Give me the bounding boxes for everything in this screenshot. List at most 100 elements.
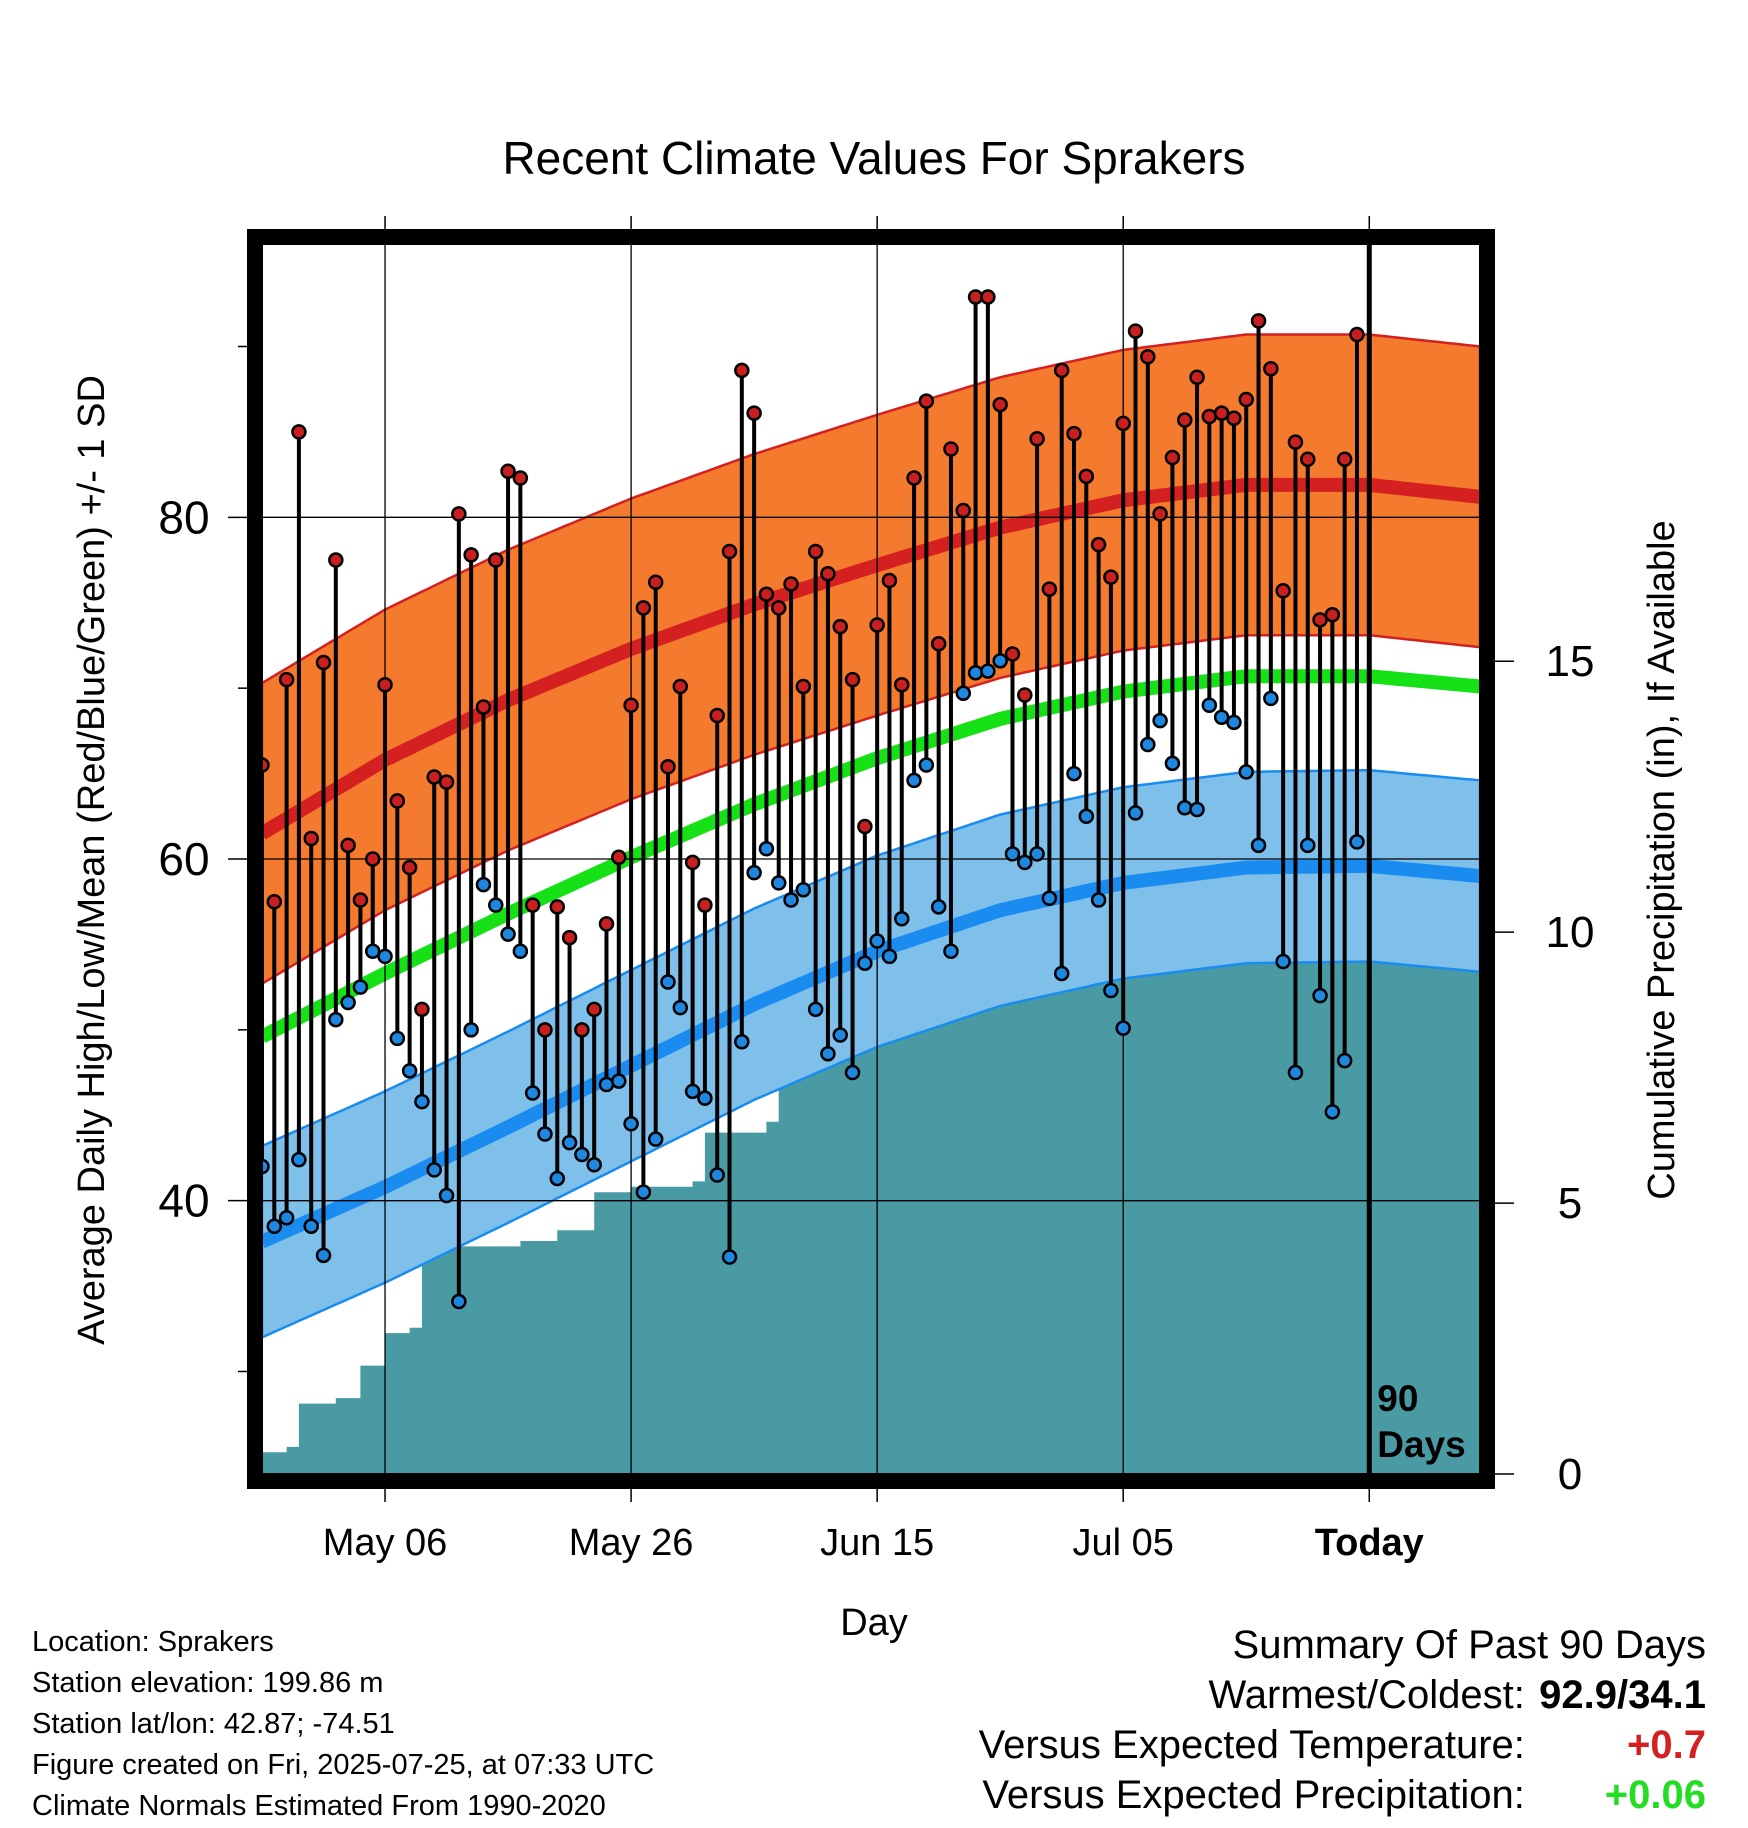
daily-low-point bbox=[451, 1293, 467, 1310]
daily-high-point bbox=[1213, 405, 1230, 421]
daily-high-point bbox=[512, 470, 529, 486]
daily-high-point bbox=[697, 897, 713, 913]
daily-high-point bbox=[1115, 415, 1131, 432]
daily-high-point bbox=[328, 552, 344, 568]
daily-high-point bbox=[820, 565, 836, 582]
daily-low-point bbox=[488, 897, 504, 913]
daily-high-point bbox=[524, 897, 541, 913]
daily-low-point bbox=[930, 899, 947, 915]
normal-mean-line bbox=[258, 669, 1481, 1043]
daily-high-point bbox=[1275, 583, 1291, 599]
daily-high-point bbox=[561, 929, 578, 946]
daily-low-point bbox=[1226, 714, 1242, 731]
daily-high-point bbox=[278, 671, 295, 688]
daily-low-point bbox=[524, 1085, 541, 1101]
daily-high-point bbox=[549, 899, 566, 915]
daily-low-point bbox=[660, 974, 676, 990]
location-text: Location: Sprakers bbox=[32, 1626, 274, 1658]
daily-low-point bbox=[598, 1076, 615, 1093]
daily-high-point bbox=[1090, 536, 1107, 553]
temp-value: +0.7 bbox=[1627, 1723, 1706, 1767]
x-tick-label: May 26 bbox=[569, 1522, 694, 1564]
daily-low-point bbox=[758, 841, 775, 857]
today-label: 90 Days bbox=[1377, 1378, 1465, 1465]
warmest-row: Warmest/Coldest: 92.9/34.1 bbox=[979, 1670, 1707, 1720]
daily-low-point bbox=[611, 1073, 627, 1089]
daily-high-point bbox=[1176, 412, 1193, 428]
daily-low-point bbox=[1312, 987, 1328, 1004]
daily-low-point bbox=[401, 1063, 418, 1079]
daily-low-point bbox=[1078, 808, 1095, 825]
daily-low-point bbox=[906, 772, 922, 789]
daily-low-point bbox=[1176, 800, 1193, 816]
y-tick-label-right: 15 bbox=[1546, 637, 1595, 686]
daily-low-point bbox=[770, 875, 787, 891]
daily-low-point bbox=[623, 1116, 639, 1132]
precip-row: Versus Expected Precipitation: +0.06 bbox=[979, 1770, 1706, 1820]
daily-low-point bbox=[1041, 890, 1058, 907]
daily-low-point bbox=[1201, 697, 1218, 713]
daily-high-point bbox=[1312, 612, 1328, 628]
y-tick-label-right: 10 bbox=[1546, 908, 1595, 957]
daily-low-point bbox=[377, 948, 393, 965]
daily-high-point bbox=[807, 543, 824, 560]
daily-high-point bbox=[758, 586, 775, 602]
y-axis-title-left: Average Daily High/Low/Mean (Red/Blue/Gr… bbox=[71, 375, 113, 1345]
temp-label: Versus Expected Temperature: bbox=[978, 1723, 1525, 1767]
daily-high-point bbox=[1226, 410, 1242, 426]
daily-low-point bbox=[389, 1030, 406, 1047]
daily-high-point bbox=[1103, 569, 1119, 585]
daily-low-point bbox=[364, 943, 381, 959]
daily-low-point bbox=[1263, 690, 1279, 707]
daily-high-point bbox=[906, 470, 922, 486]
daily-low-point bbox=[980, 663, 996, 679]
daily-low-point bbox=[647, 1131, 664, 1147]
daily-low-point bbox=[291, 1151, 307, 1168]
daily-high-point bbox=[352, 892, 369, 908]
daily-low-point bbox=[709, 1167, 725, 1183]
x-tick-label: Today bbox=[1315, 1522, 1424, 1564]
daily-low-point bbox=[869, 933, 885, 949]
chart-title: Recent Climate Values For Sprakers bbox=[502, 132, 1245, 184]
daily-high-point bbox=[1336, 451, 1353, 467]
daily-low-point bbox=[352, 979, 369, 995]
daily-low-point bbox=[1238, 764, 1254, 780]
precip-area bbox=[262, 845, 1480, 1474]
daily-high-point bbox=[1263, 360, 1279, 377]
daily-low-point bbox=[438, 1187, 455, 1204]
plot-frame bbox=[247, 229, 1495, 1489]
daily-high-point bbox=[783, 576, 799, 592]
daily-low-point bbox=[807, 1001, 824, 1018]
daily-high-point bbox=[1041, 581, 1058, 597]
x-axis-title: Day bbox=[840, 1602, 908, 1644]
normal-high-line bbox=[258, 477, 1481, 840]
daily-low-point bbox=[426, 1162, 442, 1178]
daily-low-point bbox=[315, 1247, 332, 1264]
created-text: Figure created on Fri, 2025-07-25, at 07… bbox=[32, 1749, 655, 1781]
daily-high-point bbox=[1324, 606, 1341, 623]
daily-low-point bbox=[783, 892, 799, 908]
daily-high-point bbox=[451, 506, 467, 522]
summary-heading: Summary Of Past 90 Days bbox=[1232, 1623, 1706, 1667]
daily-high-point bbox=[660, 759, 676, 775]
daily-high-point bbox=[401, 859, 418, 876]
daily-low-point bbox=[561, 1134, 578, 1151]
daily-high-point bbox=[611, 849, 627, 866]
daily-high-point bbox=[1053, 362, 1070, 379]
daily-low-point bbox=[1164, 755, 1181, 772]
daily-high-point bbox=[598, 916, 615, 932]
precip-label: Versus Expected Precipitation: bbox=[982, 1773, 1525, 1817]
daily-low-point bbox=[1189, 801, 1205, 818]
daily-high-point bbox=[426, 769, 442, 785]
daily-high-point bbox=[1004, 646, 1021, 662]
daily-high-point bbox=[438, 774, 455, 790]
daily-low-point bbox=[512, 943, 529, 959]
daily-low-point bbox=[500, 926, 516, 942]
daily-high-point bbox=[1287, 434, 1304, 450]
normals-text: Climate Normals Estimated From 1990-2020 bbox=[32, 1790, 606, 1822]
y-tick-label-left: 40 bbox=[158, 1175, 209, 1227]
daily-high-point bbox=[1164, 449, 1181, 466]
x-tick-label: Jul 05 bbox=[1073, 1522, 1174, 1564]
daily-low-point bbox=[1066, 765, 1082, 782]
daily-high-point bbox=[857, 818, 873, 835]
